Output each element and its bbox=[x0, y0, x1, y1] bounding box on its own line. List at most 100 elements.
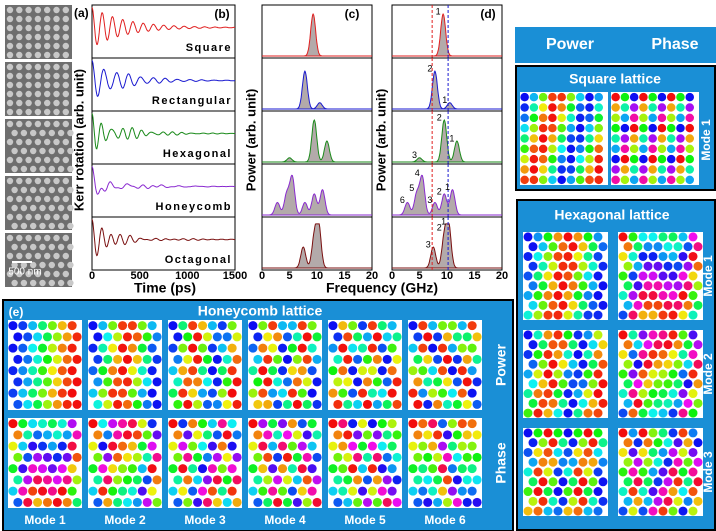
mode-spot bbox=[348, 366, 357, 375]
mode-spot bbox=[529, 340, 538, 349]
mode-spot bbox=[358, 344, 367, 353]
mode-spot bbox=[594, 468, 603, 477]
mode-spot bbox=[689, 330, 698, 339]
mode-spot bbox=[544, 370, 553, 379]
mode-spot bbox=[579, 281, 588, 290]
mode-spot bbox=[153, 430, 162, 439]
mode-spot bbox=[458, 442, 467, 451]
mode-spot bbox=[576, 176, 585, 185]
mode-spot bbox=[569, 379, 578, 388]
mode-spot bbox=[358, 419, 367, 428]
mode-spot bbox=[630, 114, 639, 123]
sem-dot bbox=[16, 121, 22, 127]
mode-spot bbox=[589, 497, 598, 506]
mode-spot bbox=[218, 366, 227, 375]
mode-spot bbox=[534, 330, 543, 339]
mode-spot bbox=[143, 332, 152, 341]
mode-spot bbox=[453, 430, 462, 439]
mode-spot bbox=[148, 389, 157, 398]
mode-spot bbox=[567, 165, 576, 174]
mode-spot bbox=[548, 145, 557, 154]
mode-spot bbox=[278, 389, 287, 398]
mode-spot bbox=[388, 389, 397, 398]
mode-spot bbox=[689, 370, 698, 379]
mode-spot bbox=[113, 453, 122, 462]
mode-spot bbox=[353, 400, 362, 409]
mode-spot bbox=[639, 93, 648, 102]
mode-spot bbox=[68, 389, 77, 398]
mode-spot bbox=[443, 400, 452, 409]
mode-spot bbox=[418, 487, 427, 496]
mode-spot bbox=[634, 458, 643, 467]
mode-spot bbox=[23, 355, 32, 364]
mode-spot bbox=[679, 252, 688, 261]
mode-spot bbox=[594, 114, 603, 123]
mode-spot bbox=[658, 134, 667, 143]
sem-dot bbox=[35, 109, 41, 115]
sem-dot bbox=[63, 52, 69, 58]
sem-dot bbox=[53, 64, 59, 70]
mode-spot bbox=[648, 176, 657, 185]
sem-dot bbox=[39, 130, 45, 136]
mode-number: 1 bbox=[449, 133, 454, 143]
sem-dot bbox=[7, 7, 13, 13]
mode-spot bbox=[63, 475, 72, 484]
sem-dot bbox=[11, 280, 17, 286]
mode-spot bbox=[544, 311, 553, 320]
mode-spot bbox=[659, 232, 668, 241]
mode-spot bbox=[223, 355, 232, 364]
mode-spot bbox=[534, 291, 543, 300]
mode-spot bbox=[468, 464, 477, 473]
mode-spot bbox=[63, 332, 72, 341]
mode-spot bbox=[23, 430, 32, 439]
mode-spot bbox=[38, 419, 47, 428]
mode-spot bbox=[669, 252, 678, 261]
mode-spot bbox=[303, 377, 312, 386]
mode-spot bbox=[118, 487, 127, 496]
mode-spot bbox=[619, 487, 628, 496]
mode-spot bbox=[373, 498, 382, 507]
mode-spot bbox=[138, 419, 147, 428]
mode-spot bbox=[28, 344, 37, 353]
mode-spot bbox=[233, 475, 242, 484]
mode-spot bbox=[574, 291, 583, 300]
sem-dot bbox=[21, 166, 27, 172]
mode-spot bbox=[694, 242, 703, 251]
sem-dot bbox=[63, 178, 69, 184]
mode-spot bbox=[263, 453, 272, 462]
mode-spot bbox=[594, 389, 603, 398]
mode-spot bbox=[268, 344, 277, 353]
mode-spot bbox=[88, 487, 97, 496]
mode-spot bbox=[283, 377, 292, 386]
mode-spot bbox=[138, 344, 147, 353]
mode-spot bbox=[273, 377, 282, 386]
mode-spot bbox=[674, 497, 683, 506]
mode-spot bbox=[108, 344, 117, 353]
mode-spot bbox=[103, 400, 112, 409]
mode-spot bbox=[43, 475, 52, 484]
mode-spot bbox=[549, 360, 558, 369]
sem-dot bbox=[35, 91, 41, 97]
mode-spot bbox=[228, 389, 237, 398]
mode-spot bbox=[539, 165, 548, 174]
mode-spot bbox=[539, 438, 548, 447]
sem-dot bbox=[21, 223, 27, 229]
mode-spot bbox=[23, 332, 32, 341]
mode-spot bbox=[585, 145, 594, 154]
mode-spot bbox=[667, 124, 676, 133]
mode-spot bbox=[676, 134, 685, 143]
mode-spot bbox=[328, 419, 337, 428]
mode-spot bbox=[599, 262, 608, 271]
mode-spot bbox=[539, 360, 548, 369]
mode-spot bbox=[619, 311, 628, 320]
mode-spot bbox=[123, 332, 132, 341]
mode-spot bbox=[103, 377, 112, 386]
sem-dot bbox=[35, 157, 41, 163]
sem-dot bbox=[58, 148, 64, 154]
mode-spot bbox=[368, 366, 377, 375]
mode-spot bbox=[233, 453, 242, 462]
mode-spot bbox=[88, 366, 97, 375]
sem-dot bbox=[53, 235, 59, 241]
mode-spot bbox=[98, 464, 107, 473]
mode-spot bbox=[113, 355, 122, 364]
